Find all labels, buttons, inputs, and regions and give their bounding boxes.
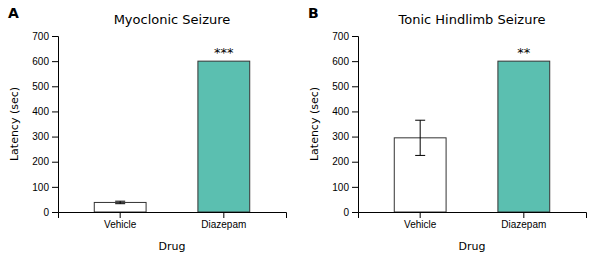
tick-label: Diazepam <box>501 219 546 230</box>
tick-mark <box>52 187 58 188</box>
bar <box>198 61 250 212</box>
title: Myoclonic Seizure <box>114 12 231 27</box>
error-line <box>420 120 421 155</box>
x-axis-title: Drug <box>459 240 486 253</box>
tick-mark <box>352 36 358 37</box>
panel-label: B <box>308 5 319 21</box>
bar <box>94 202 146 212</box>
tick-label: Diazepam <box>201 219 246 230</box>
error-cap <box>115 201 125 202</box>
tick: 500 <box>332 81 358 92</box>
tick-label: 0 <box>343 207 349 218</box>
tick: 100 <box>332 182 358 193</box>
tick-mark <box>523 212 524 218</box>
error-bar <box>115 201 125 204</box>
x-axis-title: Drug <box>159 240 186 253</box>
tick-label: 200 <box>332 156 349 167</box>
tick-label: 500 <box>332 81 349 92</box>
annotation: *** <box>214 45 234 60</box>
tick-mark <box>52 86 58 87</box>
bar <box>498 61 550 212</box>
tick-mark <box>52 137 58 138</box>
tick-mark <box>52 162 58 163</box>
tick: 700 <box>332 31 358 42</box>
tick-label: Vehicle <box>404 219 437 230</box>
tick: 0 <box>343 207 358 218</box>
axis-line <box>59 213 287 219</box>
tick: Diazepam <box>501 212 546 230</box>
tick: 700 <box>32 31 58 42</box>
error-cap <box>415 155 425 156</box>
tick-label: 200 <box>32 156 49 167</box>
tick-mark <box>52 61 58 62</box>
tick-mark <box>352 61 358 62</box>
panel: 0 100 200 300 400 500 600 700 Vehicle Diazepam Dru… <box>308 12 587 253</box>
error-cap <box>415 120 425 121</box>
tick-mark <box>52 212 58 213</box>
panel: 0 100 200 300 400 500 600 700 Vehicle Diazepam Dru… <box>8 12 287 253</box>
tick-mark <box>352 212 358 213</box>
annotation: ** <box>517 45 531 60</box>
tick: Vehicle <box>404 212 437 230</box>
title: Tonic Hindlimb Seizure <box>398 12 546 27</box>
tick-mark <box>52 36 58 37</box>
tick-label: 600 <box>32 56 49 67</box>
tick: Vehicle <box>104 212 137 230</box>
tick-mark <box>352 111 358 112</box>
tick-label: 100 <box>32 182 49 193</box>
tick-label: 300 <box>332 131 349 142</box>
error-bar <box>415 120 425 155</box>
panel-label: A <box>8 5 19 21</box>
tick: 400 <box>332 106 358 117</box>
axis-line <box>52 37 59 213</box>
tick-mark <box>352 137 358 138</box>
tick-label: 700 <box>332 31 349 42</box>
marks <box>394 61 549 212</box>
tick-label: 300 <box>32 131 49 142</box>
tick: 400 <box>32 106 58 117</box>
tick-mark <box>352 162 358 163</box>
tick: 300 <box>332 131 358 142</box>
x-axis: Vehicle Diazepam <box>59 212 287 230</box>
marks <box>94 61 249 212</box>
tick: 500 <box>32 81 58 92</box>
tick: 600 <box>332 56 358 67</box>
tick-mark <box>352 187 358 188</box>
tick-label: Vehicle <box>104 219 137 230</box>
tick-label: 500 <box>32 81 49 92</box>
tick-label: 600 <box>332 56 349 67</box>
axis-line <box>359 213 587 219</box>
y-axis-title: Latency (sec) <box>8 87 21 161</box>
tick-label: 100 <box>332 182 349 193</box>
error-cap <box>115 203 125 204</box>
y-axis-title: Latency (sec) <box>308 87 321 161</box>
tick-label: 0 <box>43 207 49 218</box>
tick-mark <box>120 212 121 218</box>
axis-line <box>352 37 359 213</box>
tick: 100 <box>32 182 58 193</box>
tick: 200 <box>32 156 58 167</box>
tick-mark <box>420 212 421 218</box>
x-axis: Vehicle Diazepam <box>359 212 587 230</box>
y-axis: 0 100 200 300 400 500 600 700 <box>32 31 58 218</box>
tick-label: 400 <box>32 106 49 117</box>
tick: 200 <box>332 156 358 167</box>
tick-label: 400 <box>332 106 349 117</box>
tick-mark <box>52 111 58 112</box>
tick: 600 <box>32 56 58 67</box>
tick-label: 700 <box>32 31 49 42</box>
tick: Diazepam <box>201 212 246 230</box>
tick-mark <box>352 86 358 87</box>
tick: 300 <box>32 131 58 142</box>
figure: 0 100 200 300 400 500 600 700 Vehicle Diazepam Dru… <box>0 0 600 258</box>
y-axis: 0 100 200 300 400 500 600 700 <box>332 31 358 218</box>
tick-mark <box>223 212 224 218</box>
tick: 0 <box>43 207 58 218</box>
